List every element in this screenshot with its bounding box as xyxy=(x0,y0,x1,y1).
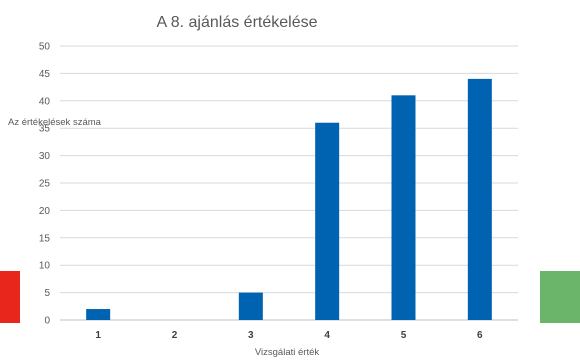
y-tick-label: 50 xyxy=(39,42,51,53)
chart-title: A 8. ajánlás értékelése xyxy=(157,14,318,31)
x-axis-label: Vizsgálati érték xyxy=(255,347,319,358)
x-tick-label: 6 xyxy=(477,330,483,341)
x-tick-label: 2 xyxy=(172,330,178,341)
y-tick-label: 40 xyxy=(39,96,51,107)
x-tick-label: 4 xyxy=(324,330,330,341)
x-tick-label: 1 xyxy=(95,330,101,341)
bar xyxy=(238,292,263,320)
y-tick-label: 5 xyxy=(44,288,50,299)
y-tick-label: 45 xyxy=(39,69,51,80)
left-red-swatch xyxy=(0,271,20,323)
y-tick-label: 25 xyxy=(39,179,51,190)
bars xyxy=(86,78,492,320)
y-tick-label: 0 xyxy=(44,316,50,327)
y-tick-label: 30 xyxy=(39,151,51,162)
x-tick-label: 3 xyxy=(248,330,254,341)
x-tick-label: 5 xyxy=(401,330,407,341)
y-tick-label: 15 xyxy=(39,233,51,244)
y-axis-label: Az értékelések száma xyxy=(8,117,102,128)
x-axis-ticks: 1 2 3 4 5 6 xyxy=(95,330,483,341)
bar xyxy=(467,78,492,320)
bar xyxy=(391,95,416,320)
gridlines xyxy=(60,45,518,321)
right-green-swatch xyxy=(540,271,580,323)
bar xyxy=(315,122,340,320)
y-tick-label: 10 xyxy=(39,261,51,272)
y-tick-label: 35 xyxy=(39,124,51,135)
bar xyxy=(86,309,111,320)
y-axis-ticks: 0 5 10 15 20 25 30 35 40 45 50 xyxy=(39,42,51,327)
y-tick-label: 20 xyxy=(39,206,51,217)
